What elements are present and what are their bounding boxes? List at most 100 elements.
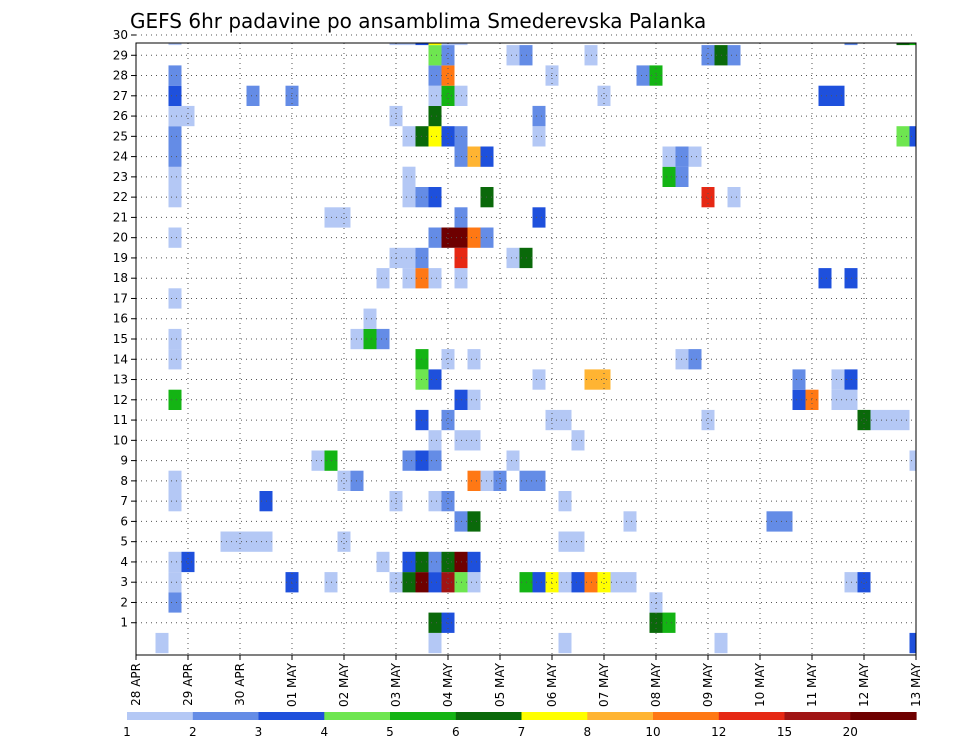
heatmap-cell (662, 166, 676, 187)
colorbar-label: 10 (645, 725, 660, 739)
heatmap-cell (402, 450, 416, 471)
chart-title: GEFS 6hr padavine po ansamblima Smederev… (130, 9, 706, 33)
heatmap-cell (246, 85, 260, 106)
heatmap-cell (428, 85, 442, 106)
heatmap-cell (168, 105, 182, 127)
heatmap-cell (428, 65, 442, 86)
heatmap-cell (532, 572, 546, 593)
x-tick-label: 01 MAY (285, 662, 299, 707)
y-tick-label: 7 (120, 494, 128, 508)
x-tick-label: 10 MAY (753, 662, 767, 707)
heatmap-cell (467, 430, 481, 451)
heatmap-cell (727, 45, 741, 66)
plot-frame (135, 42, 917, 656)
heatmap-cell (428, 268, 442, 289)
y-tick-label: 15 (113, 332, 128, 346)
heatmap-cell (441, 409, 455, 431)
heatmap-cell (168, 592, 182, 613)
heatmap-cell (376, 551, 390, 573)
heatmap-cell (792, 369, 806, 390)
y-tick-label: 21 (113, 210, 128, 224)
colorbar-label: 20 (843, 725, 858, 739)
heatmap-cell (337, 470, 351, 491)
heatmap-cell (909, 126, 916, 147)
heatmap-cell (441, 551, 455, 573)
colorbar-segment (258, 712, 325, 720)
y-tick-label: 3 (120, 575, 128, 589)
heatmap-cell (168, 126, 182, 147)
heatmap-cell (389, 43, 403, 46)
heatmap-cell (636, 65, 650, 86)
heatmap-cell (558, 531, 572, 552)
heatmap-cell (233, 531, 247, 552)
heatmap-cell (597, 572, 611, 593)
heatmap-cell (857, 572, 871, 593)
colorbar: 1 2 3 4 5 6 7 8 10 12 15 20 (123, 712, 917, 739)
heatmap-cell (623, 572, 637, 593)
heatmap-cell (571, 430, 585, 451)
colorbar-label: 7 (518, 725, 526, 739)
heatmap-cell (506, 450, 520, 471)
y-tick-label: 16 (113, 312, 128, 326)
heatmap-cell (532, 207, 546, 228)
y-tick-label: 19 (113, 251, 128, 265)
heatmap-cell (168, 349, 182, 370)
heatmap-cell (597, 369, 611, 390)
colorbar-segment (718, 712, 786, 720)
y-tick-label: 5 (120, 535, 128, 549)
heatmap-cell (428, 105, 442, 127)
heatmap-cell (831, 389, 845, 410)
colorbar-segment (192, 712, 260, 720)
heatmap-cell (428, 551, 442, 573)
heatmap-cell (467, 572, 481, 593)
colorbar-segment (850, 712, 917, 720)
heatmap-cell (441, 349, 455, 370)
x-tick-label: 08 MAY (649, 662, 663, 707)
heatmap-cell (831, 85, 845, 106)
heatmap-cell (402, 166, 416, 187)
y-tick-label: 27 (113, 89, 128, 103)
heatmap-cell (909, 632, 916, 654)
x-tick-label: 13 MAY (909, 662, 923, 707)
heatmap-cell (168, 65, 182, 86)
heatmap-cell (688, 146, 702, 167)
y-tick-label: 1 (120, 616, 128, 630)
heatmap-cell (428, 126, 442, 147)
heatmap-cell (337, 207, 351, 228)
heatmap-cell (402, 43, 416, 46)
heatmap-cell (558, 632, 572, 654)
y-tick-label: 20 (113, 231, 128, 245)
heatmap-cell (402, 551, 416, 573)
heatmap-cell (441, 65, 455, 86)
x-tick-label: 09 MAY (701, 662, 715, 707)
heatmap-cell (454, 43, 468, 46)
y-tick-label: 30 (113, 28, 128, 42)
heatmap-cell (441, 85, 455, 106)
heatmap-cell (467, 349, 481, 370)
colorbar-label: 5 (386, 725, 394, 739)
x-tick-label: 04 MAY (441, 662, 455, 707)
heatmap-cell (402, 247, 416, 269)
y-tick-label: 28 (113, 69, 128, 83)
cells-layer (155, 43, 916, 654)
colorbar-segment (127, 712, 194, 720)
colorbar-label: 1 (123, 725, 131, 739)
heatmap-cell (168, 470, 182, 491)
colorbar-label: 3 (255, 725, 263, 739)
heatmap-cell (844, 43, 858, 46)
heatmap-cell (714, 632, 728, 654)
heatmap-cell (558, 491, 572, 512)
heatmap-cell (168, 85, 182, 106)
colorbar-segment (324, 712, 391, 720)
heatmap-cell (402, 572, 416, 593)
colorbar-segment (587, 712, 654, 720)
x-tick-label: 06 MAY (545, 662, 559, 707)
heatmap-cell (818, 85, 832, 106)
x-tick-label: 02 MAY (337, 662, 351, 707)
colorbar-segment (784, 712, 851, 720)
x-tick-label: 07 MAY (597, 662, 611, 707)
heatmap-cell (428, 227, 442, 248)
colorbar-label: 15 (777, 725, 792, 739)
heatmap-cell (831, 369, 845, 390)
y-tick-label: 12 (113, 393, 128, 407)
